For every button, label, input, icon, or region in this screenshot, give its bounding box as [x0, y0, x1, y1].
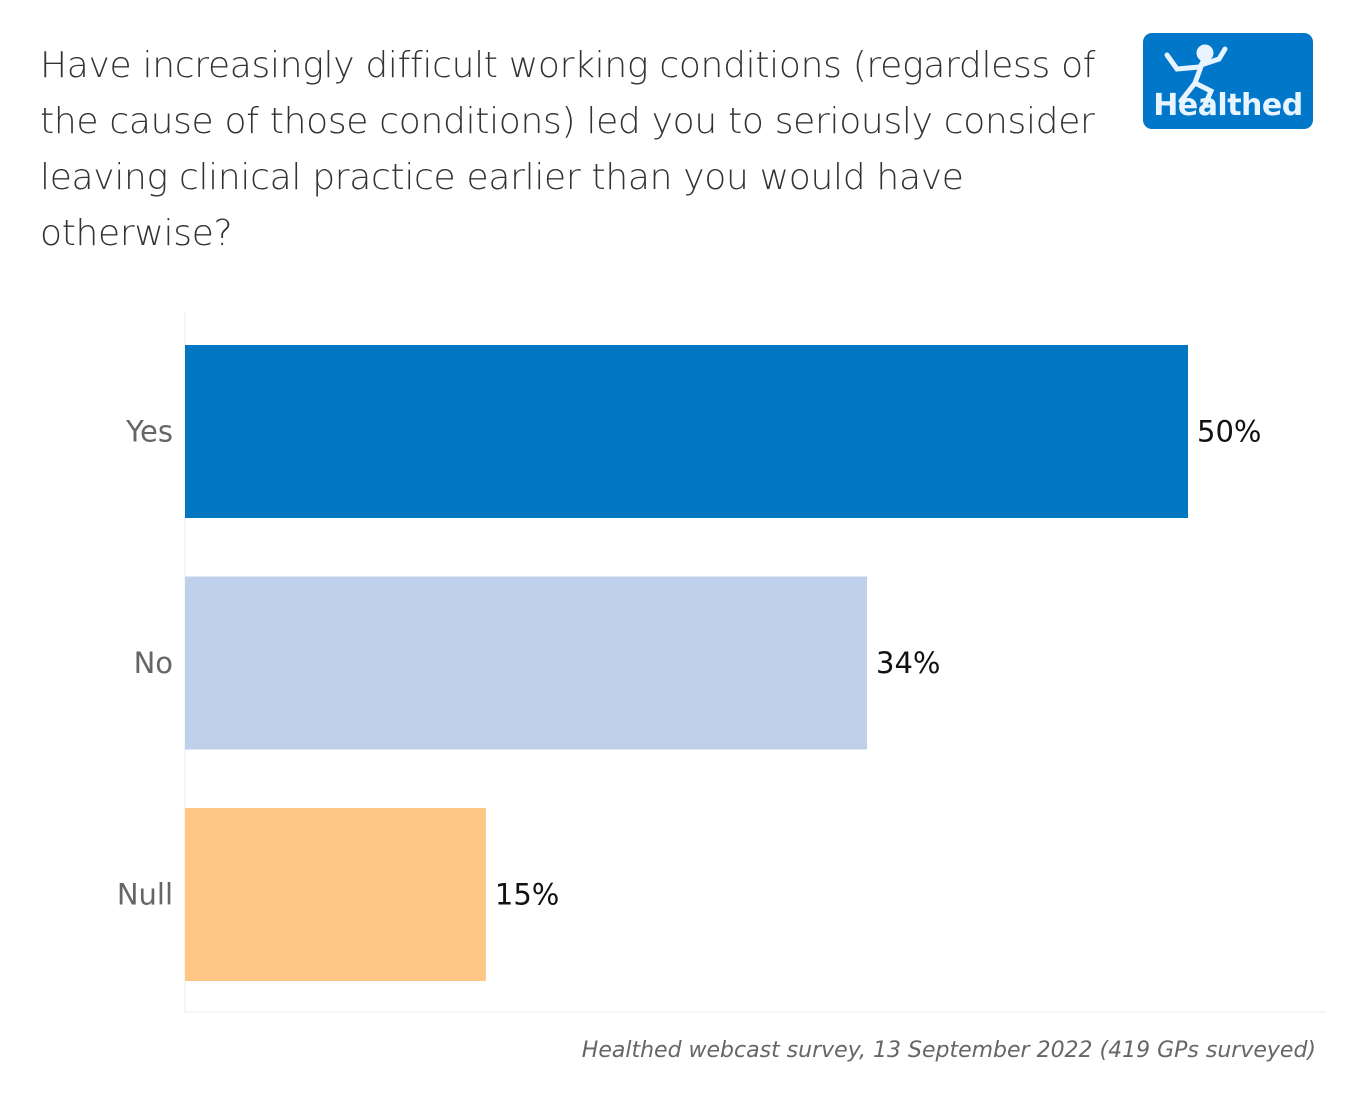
- source-note: Healthed webcast survey, 13 September 20…: [581, 1038, 1316, 1063]
- runner-icon: [1164, 44, 1228, 108]
- value-label: 15%: [495, 878, 559, 912]
- bar-no: [185, 576, 868, 750]
- bar-null: [185, 808, 486, 981]
- logo-text: Healthed: [1153, 88, 1303, 123]
- category-label: No: [134, 646, 173, 680]
- value-label: 34%: [876, 646, 940, 680]
- category-label: Null: [117, 878, 173, 912]
- bar-yes: [185, 345, 1188, 518]
- value-label: 50%: [1197, 415, 1261, 449]
- chart-title: Have increasingly difficult working cond…: [40, 45, 1096, 254]
- healthed-logo: Healthed: [1143, 33, 1313, 129]
- category-label: Yes: [125, 415, 173, 449]
